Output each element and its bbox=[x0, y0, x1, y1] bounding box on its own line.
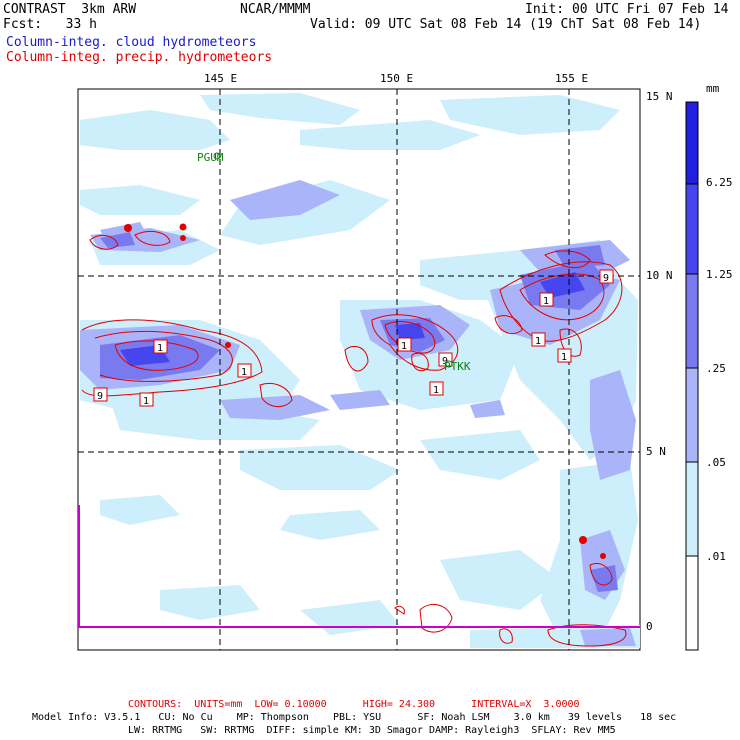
colorbar bbox=[685, 101, 699, 651]
lon-label-145: 145 E bbox=[204, 72, 238, 85]
contours-info: CONTOURS: UNITS=mm LOW= 0.10000 HIGH= 24… bbox=[128, 699, 580, 710]
field-cloud-label: Column-integ. cloud hydrometeors bbox=[6, 35, 257, 50]
contour-label-texts: 1 9 1 1 1 9 1 1 1 1 9 bbox=[97, 273, 609, 407]
model-title: CONTRAST 3km ARW bbox=[3, 2, 137, 17]
colorbar-level-6-25: 6.25 bbox=[706, 176, 733, 189]
colorbar-level-0-05: .05 bbox=[706, 456, 726, 469]
cloud-hydrometeor-shading bbox=[80, 93, 640, 648]
svg-text:1: 1 bbox=[543, 296, 549, 307]
precip-contours bbox=[81, 231, 627, 647]
svg-text:9: 9 bbox=[442, 356, 448, 367]
colorbar-level-1-25: 1.25 bbox=[706, 268, 733, 281]
svg-text:1: 1 bbox=[401, 341, 407, 352]
svg-text:1: 1 bbox=[143, 396, 149, 407]
svg-text:1: 1 bbox=[241, 367, 247, 378]
svg-text:9: 9 bbox=[97, 391, 103, 402]
init-time: Init: 00 UTC Fri 07 Feb 14 bbox=[525, 2, 729, 17]
org-label: NCAR/MMMM bbox=[240, 2, 311, 17]
contour-label-boxes bbox=[93, 269, 614, 407]
graticule bbox=[78, 89, 640, 650]
lat-label-5n: 5 N bbox=[646, 445, 666, 458]
lat-label-15n: 15 N bbox=[646, 90, 673, 103]
lon-label-155: 155 E bbox=[555, 72, 589, 85]
valid-time: Valid: 09 UTC Sat 08 Feb 14 (19 ChT Sat … bbox=[310, 17, 702, 32]
svg-text:1: 1 bbox=[433, 385, 439, 396]
field-precip-label: Column-integ. precip. hydrometeors bbox=[6, 50, 273, 65]
svg-text:9: 9 bbox=[603, 273, 609, 284]
model-info-line1: Model Info: V3.5.1 CU: No Cu MP: Thompso… bbox=[32, 712, 677, 723]
model-info-line2: LW: RRTMG SW: RRTMG DIFF: simple KM: 3D … bbox=[128, 725, 616, 736]
lat-label-10n: 10 N bbox=[646, 269, 673, 282]
lat-label-0: 0 bbox=[646, 620, 653, 633]
stations: PGUM PTKK bbox=[197, 151, 471, 373]
precip-heavy-dots bbox=[124, 223, 606, 559]
lon-label-150: 150 E bbox=[380, 72, 414, 85]
station-pgum: PGUM bbox=[197, 151, 224, 164]
svg-text:1: 1 bbox=[535, 336, 541, 347]
colorbar-unit: mm bbox=[706, 82, 720, 95]
forecast-hour: Fcst: 33 h bbox=[3, 17, 97, 32]
svg-text:1: 1 bbox=[561, 352, 567, 363]
colorbar-level-0-01: .01 bbox=[706, 550, 726, 563]
station-ptkk: PTKK bbox=[444, 360, 471, 373]
svg-text:1: 1 bbox=[157, 343, 163, 354]
colorbar-level-0-25: .25 bbox=[706, 362, 726, 375]
